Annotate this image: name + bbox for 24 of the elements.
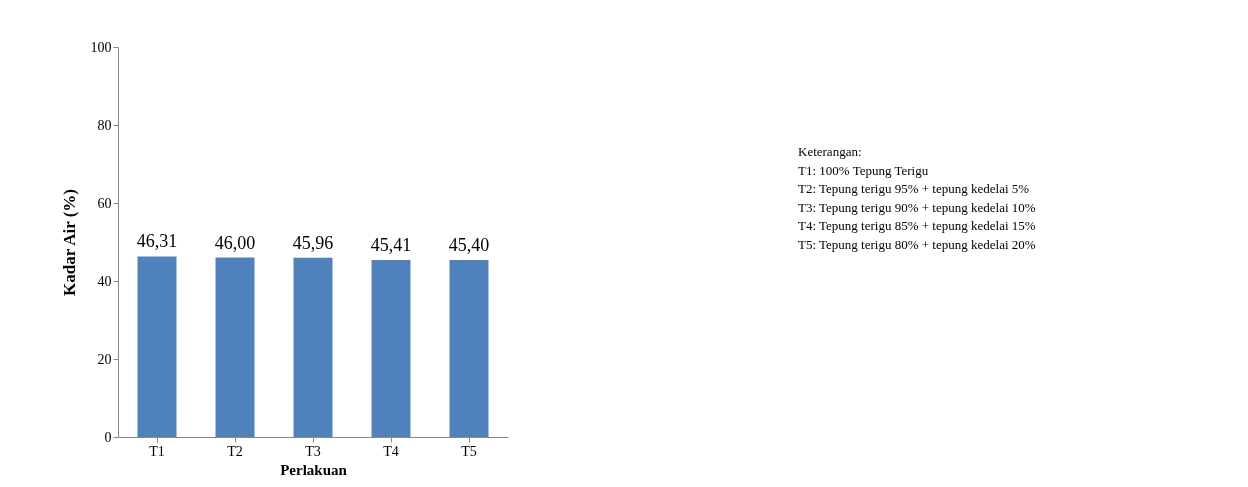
text: T5: Tepung terigu 80% + tepung kedelai 20%	[798, 236, 1036, 252]
text: T4: Tepung terigu 85% + tepung kedelai 15%	[798, 218, 1036, 233]
y-tick-label: 0	[104, 429, 112, 445]
x-tick-label: T2	[227, 443, 243, 459]
text: T2: Tepung terigu 95% + tepung kedelai 5%	[798, 181, 1030, 196]
x-tick-label: T3	[305, 443, 321, 459]
y-tick-label: 60	[97, 195, 112, 211]
x-tick-label: T5	[461, 443, 477, 459]
data-label: 45,41	[370, 234, 412, 255]
data-label: 46,31	[136, 231, 178, 252]
x-axis-title: Perlakuan	[280, 461, 348, 478]
x-tick-label: T4	[383, 443, 399, 459]
y-tick-label: 100	[90, 39, 112, 55]
data-label: 45,96	[292, 232, 334, 253]
y-tick-label: 40	[97, 273, 112, 289]
y-tick-label: 20	[97, 351, 112, 367]
data-label: 45,40	[448, 234, 490, 255]
data-label: 46,00	[214, 232, 256, 253]
text: T3: Tepung terigu 90% + tepung kedelai 10%	[798, 199, 1036, 215]
x-tick-label: T1	[149, 443, 165, 459]
y-axis-title: Kadar Air (%)	[59, 188, 79, 297]
text: Keterangan:	[798, 144, 862, 159]
text: T1: 100% Tepung Terigu	[798, 162, 929, 178]
y-tick-label: 80	[97, 117, 112, 133]
